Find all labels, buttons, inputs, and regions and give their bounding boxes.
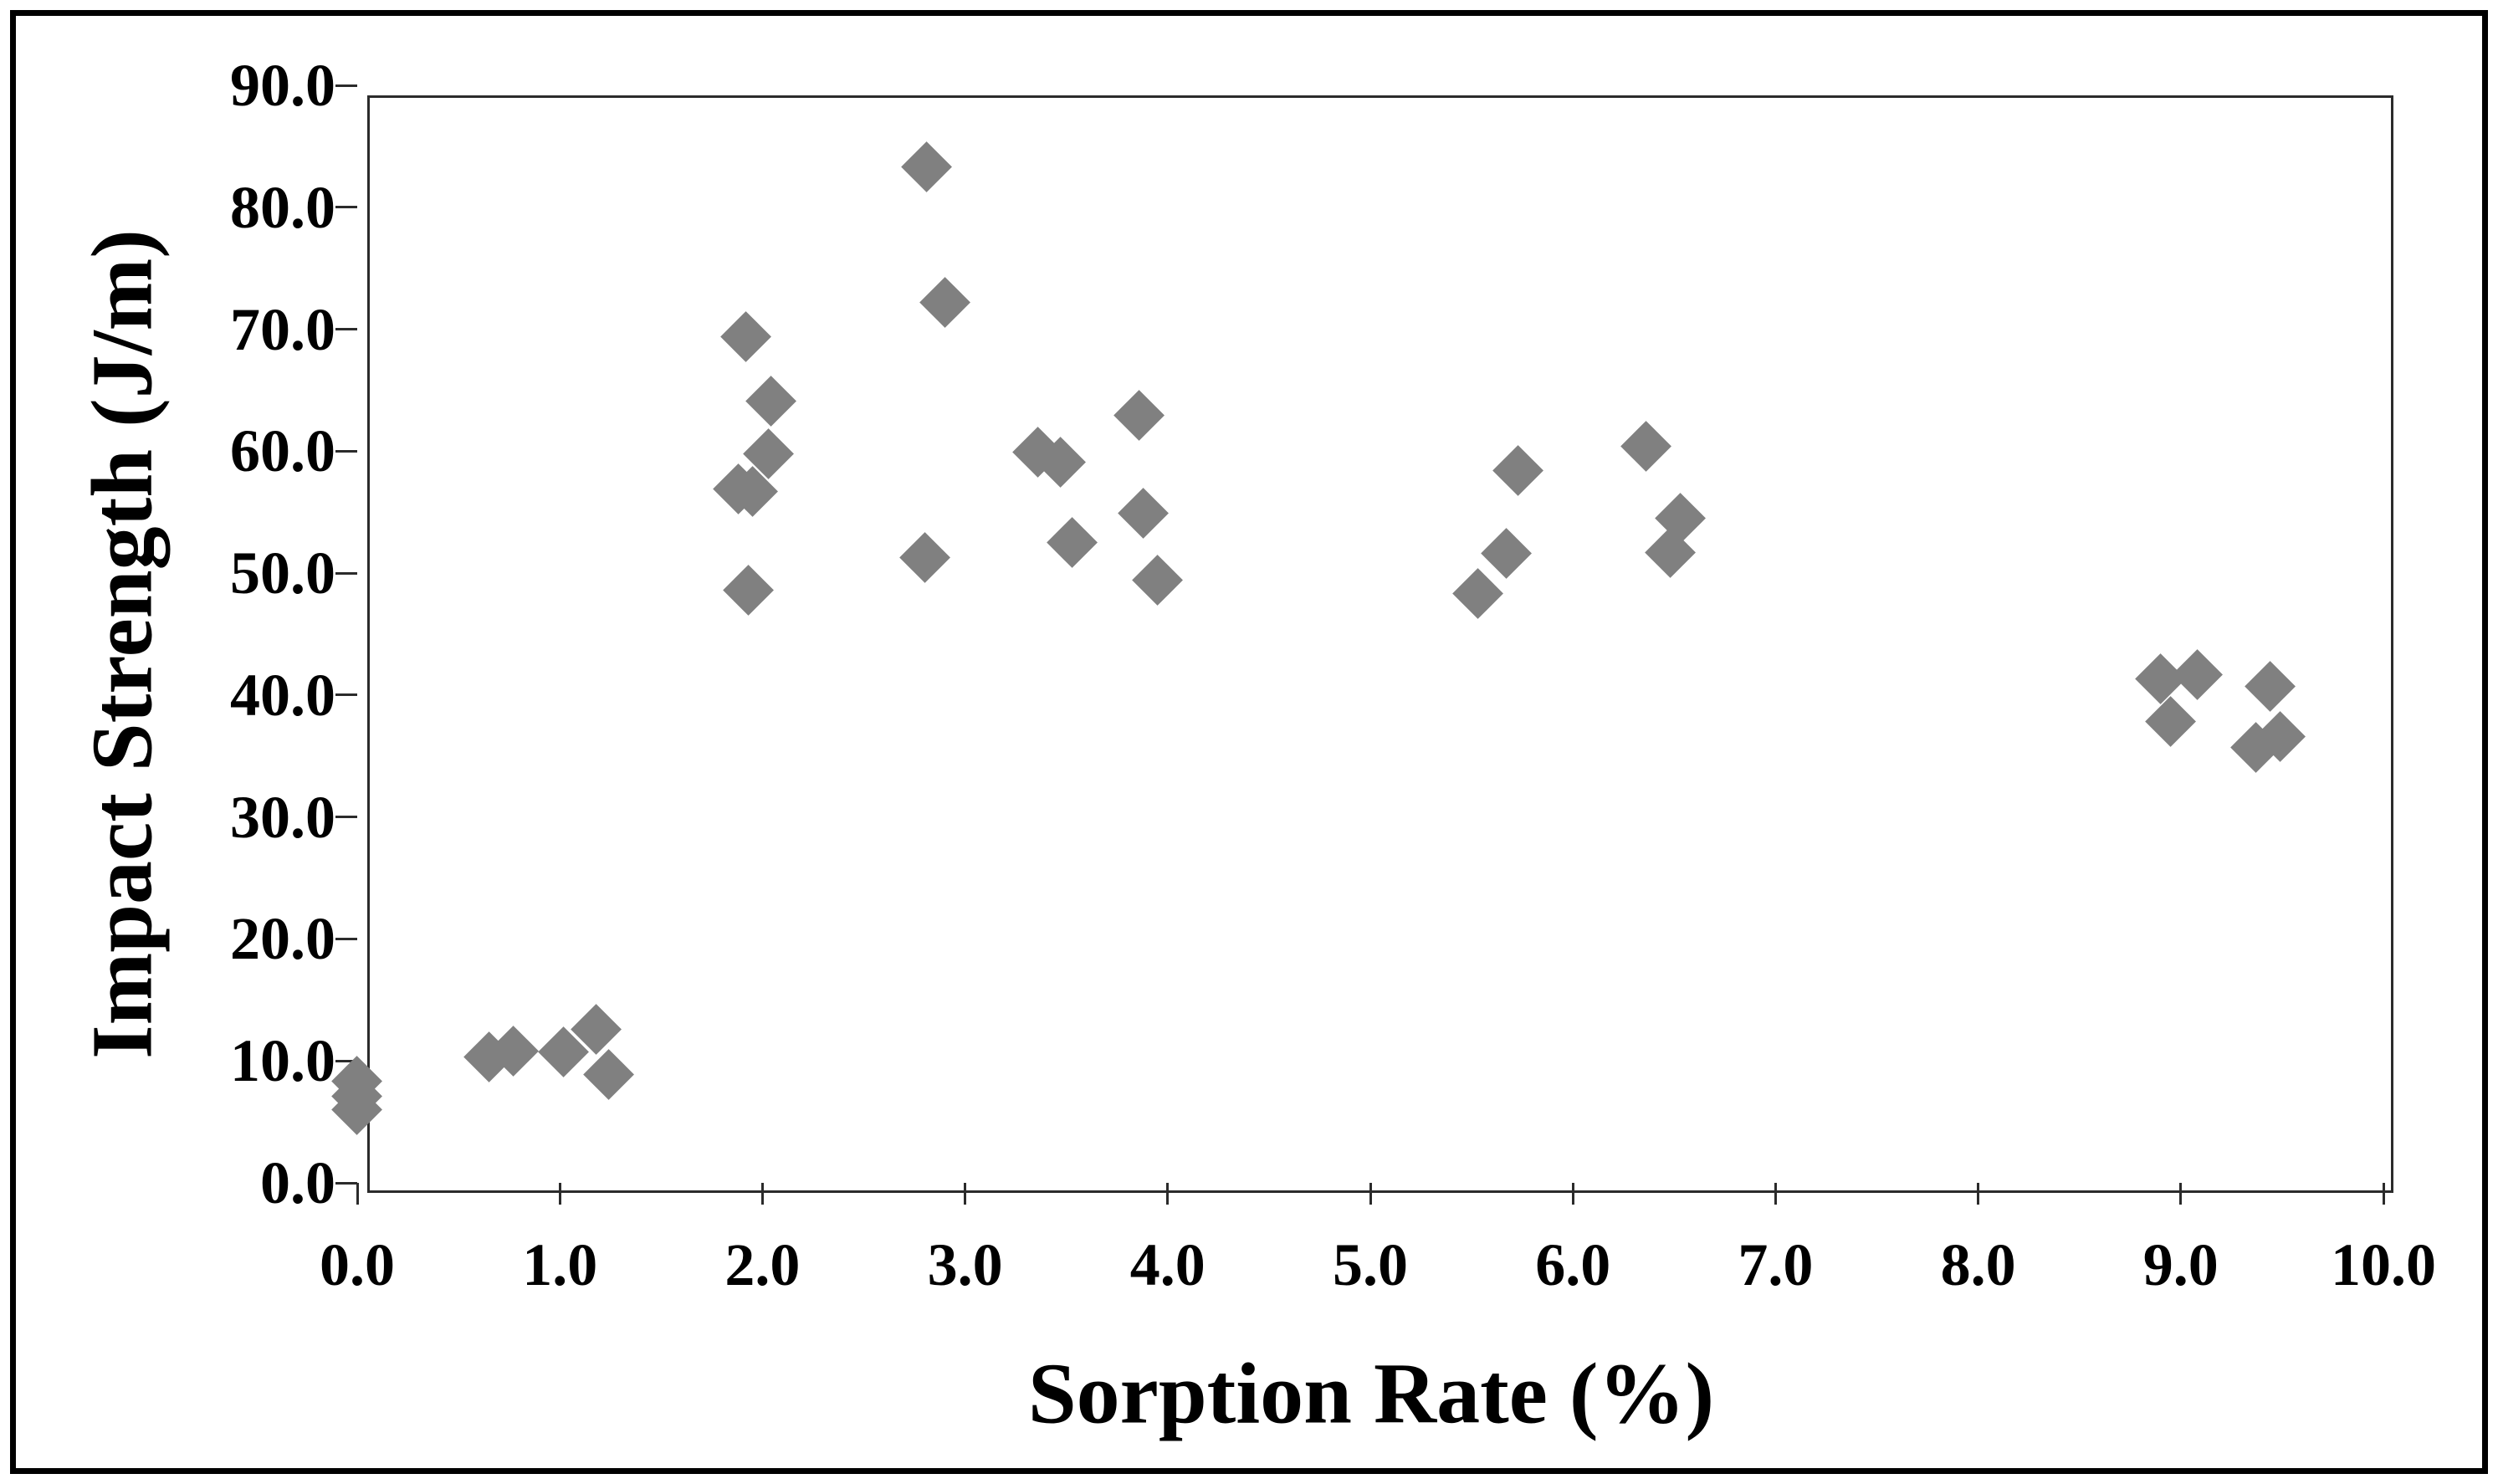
x-tick-mark xyxy=(760,1183,764,1205)
y-tick-mark xyxy=(335,816,357,819)
y-axis-title: Impact Strength (J/m) xyxy=(74,229,171,1059)
x-tick-label: 6.0 xyxy=(1535,1231,1611,1298)
x-tick-mark xyxy=(2179,1183,2183,1205)
x-tick-label: 9.0 xyxy=(2142,1231,2219,1298)
x-tick-mark xyxy=(2382,1183,2385,1205)
y-tick-mark xyxy=(335,693,357,697)
y-tick-label: 60.0 xyxy=(230,417,335,485)
y-tick-label: 10.0 xyxy=(230,1027,335,1095)
x-tick-mark xyxy=(1571,1183,1574,1205)
y-tick-mark xyxy=(335,328,357,331)
y-tick-mark xyxy=(335,1181,357,1185)
y-tick-label: 0.0 xyxy=(260,1149,335,1216)
y-tick-mark xyxy=(335,571,357,575)
x-tick-label: 0.0 xyxy=(320,1231,395,1298)
y-tick-label: 90.0 xyxy=(230,52,335,119)
y-tick-mark xyxy=(335,937,357,940)
x-tick-mark xyxy=(1774,1183,1777,1205)
x-tick-mark xyxy=(1369,1183,1372,1205)
x-tick-mark xyxy=(356,1183,359,1205)
y-tick-label: 30.0 xyxy=(230,783,335,851)
x-tick-label: 2.0 xyxy=(724,1231,801,1298)
x-tick-mark xyxy=(558,1183,561,1205)
y-tick-mark xyxy=(335,84,357,87)
x-tick-label: 10.0 xyxy=(2331,1231,2436,1298)
x-tick-label: 3.0 xyxy=(927,1231,1003,1298)
y-tick-label: 50.0 xyxy=(230,540,335,607)
y-tick-mark xyxy=(335,1059,357,1062)
x-tick-label: 7.0 xyxy=(1738,1231,1814,1298)
y-tick-mark xyxy=(335,206,357,209)
x-tick-mark xyxy=(1166,1183,1170,1205)
y-tick-label: 20.0 xyxy=(230,905,335,973)
y-tick-label: 40.0 xyxy=(230,661,335,729)
figure-border: 0.0 1.0 2.0 3.0 4.0 5.0 6.0 7.0 8.0 9.0 10.0 0.0 10… xyxy=(10,10,2488,1474)
plot-area xyxy=(367,95,2393,1193)
x-tick-label: 4.0 xyxy=(1129,1231,1205,1298)
x-tick-label: 5.0 xyxy=(1333,1231,1408,1298)
x-tick-label: 8.0 xyxy=(1940,1231,2016,1298)
y-tick-mark xyxy=(335,449,357,453)
x-tick-mark xyxy=(964,1183,967,1205)
y-tick-label: 70.0 xyxy=(230,295,335,363)
x-axis-title: Sorption Rate (%) xyxy=(1027,1345,1715,1442)
x-tick-mark xyxy=(1977,1183,1980,1205)
x-tick-label: 1.0 xyxy=(522,1231,598,1298)
y-tick-label: 80.0 xyxy=(230,173,335,241)
